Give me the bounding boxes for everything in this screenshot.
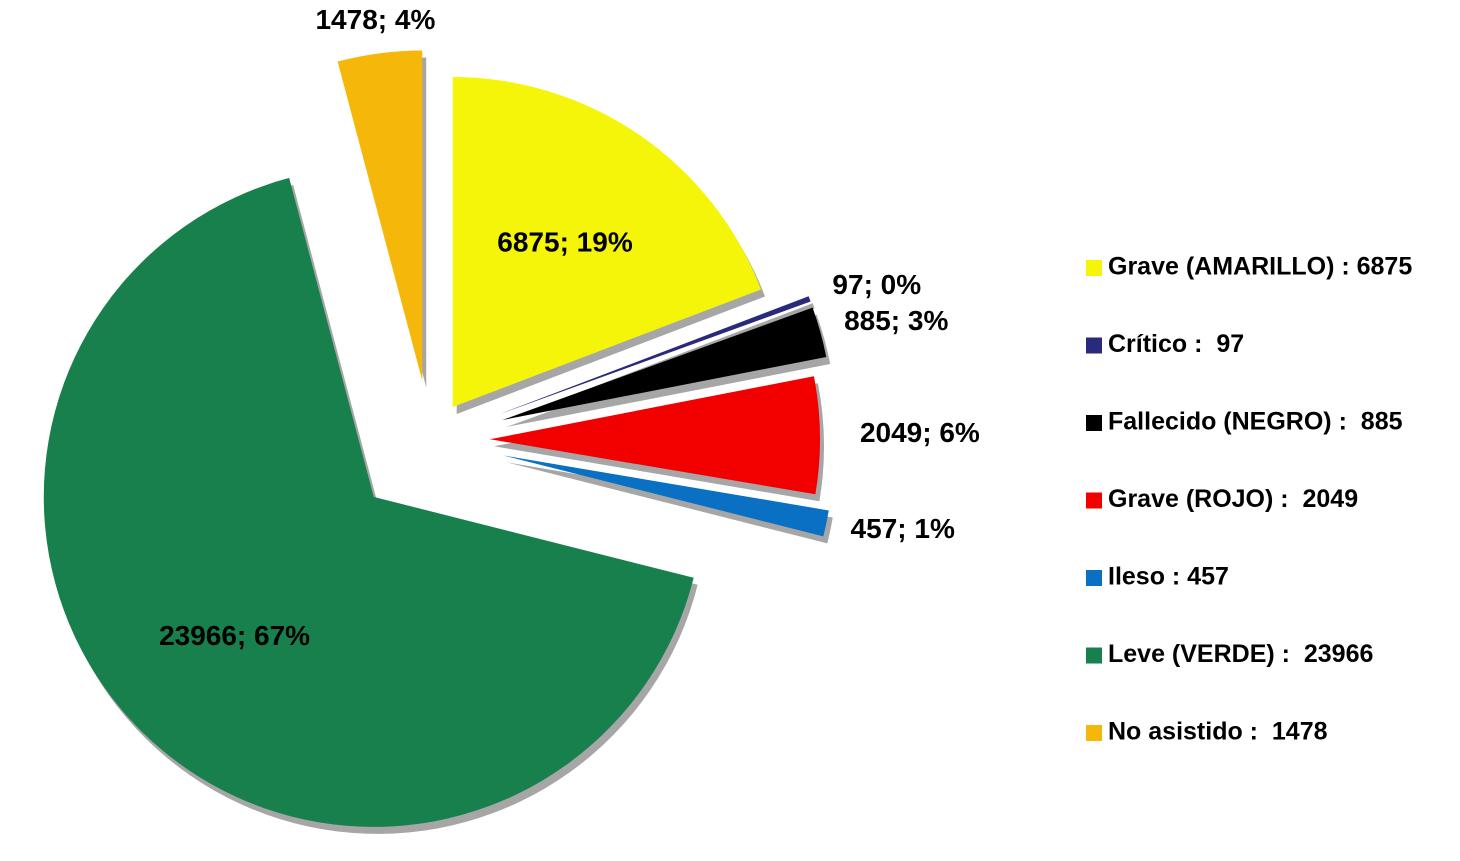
slice-depth	[507, 462, 833, 544]
legend-label: Grave (ROJO) : 2049	[1108, 485, 1358, 513]
pie-slice	[502, 307, 827, 421]
data-label: 23966; 67%	[159, 620, 310, 651]
legend-label: Ileso : 457	[1108, 563, 1229, 591]
legend-swatch	[1086, 647, 1102, 664]
pie-slice	[337, 50, 423, 381]
pie-slice	[43, 177, 694, 827]
pie-slice	[452, 77, 762, 408]
data-label: 885; 3%	[844, 305, 948, 336]
legend-label: Grave (AMARILLO) : 6875	[1108, 253, 1412, 281]
legend-label: Leve (VERDE) : 23966	[1108, 640, 1373, 668]
legend-swatch	[1086, 415, 1102, 431]
data-label: 97; 0%	[832, 269, 921, 300]
pie-slice	[489, 376, 820, 495]
legend-swatch	[1086, 725, 1102, 741]
legend-label: No asistido : 1478	[1108, 718, 1328, 746]
data-label: 6875; 19%	[497, 226, 633, 257]
legend-swatch	[1086, 570, 1102, 586]
legend-swatch	[1086, 492, 1102, 509]
data-label: 2049; 6%	[860, 417, 980, 448]
legend-swatch	[1086, 260, 1102, 276]
pie-slice	[500, 296, 811, 414]
legend-swatch	[1086, 337, 1102, 354]
data-label: 1478; 4%	[315, 4, 435, 35]
pie-slice	[503, 455, 829, 537]
legend-label: Fallecido (NEGRO) : 885	[1108, 408, 1403, 436]
legend-label: Crítico : 97	[1108, 330, 1244, 358]
data-label: 457; 1%	[851, 513, 955, 544]
